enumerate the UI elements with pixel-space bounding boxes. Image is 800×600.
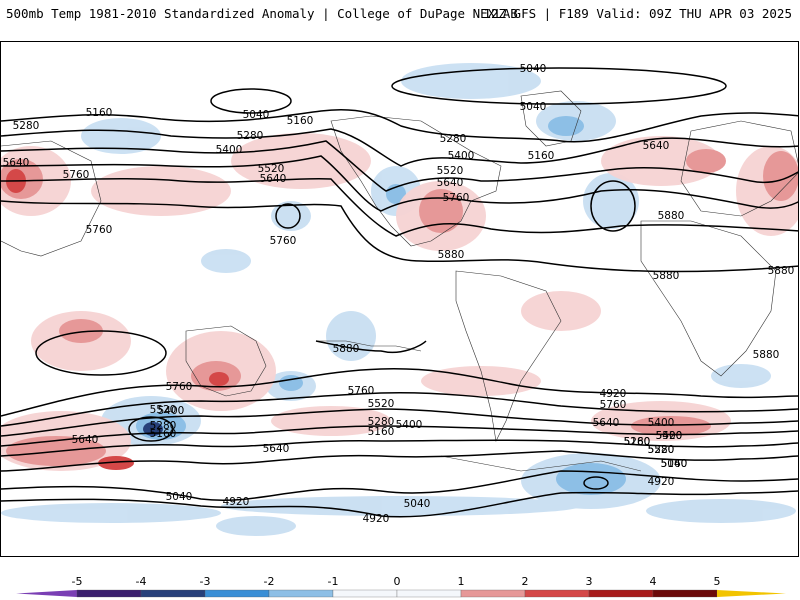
legend-high-arrow — [717, 590, 786, 597]
contour-label: 4920 — [648, 476, 675, 488]
contour-label: 5520 — [656, 430, 683, 442]
contour-label: 5160 — [150, 428, 177, 440]
color-legend: -5 -4 -3 -2 -1 0 1 2 3 4 5 — [16, 575, 786, 598]
contour-label: 5040 — [404, 498, 431, 510]
contour-label: 5400 — [656, 430, 683, 442]
contour-label: 5640 — [3, 157, 30, 169]
contour-label: 5760 — [348, 385, 375, 397]
contour-label: 5880 — [768, 265, 795, 277]
contour-label: 5760 — [600, 399, 627, 411]
legend-bin — [76, 589, 142, 598]
legend-tick-label: 2 — [522, 575, 529, 588]
contour-label: 4920 — [223, 496, 250, 508]
contour-label: 5400 — [448, 150, 475, 162]
contour-label: 5520 — [150, 404, 177, 416]
contour-label: 5640 — [643, 140, 670, 152]
contour-label: 5880 — [653, 270, 680, 282]
legend-bin — [332, 589, 398, 598]
contour-label: 5160 — [368, 426, 395, 438]
legend-bin — [140, 589, 206, 598]
legend-low-arrow — [16, 590, 77, 597]
contour-label: 5760 — [166, 381, 193, 393]
contour-label: 5160 — [287, 115, 314, 127]
contour-label: 5280 — [648, 444, 675, 456]
contour-label: 5160 — [86, 107, 113, 119]
legend-tick-label: 1 — [458, 575, 465, 588]
contour-label: 5760 — [86, 224, 113, 236]
legend-tick-label: -3 — [200, 575, 211, 588]
legend-bin — [652, 589, 718, 598]
contour-label: 5160 — [661, 458, 688, 470]
legend-tick-label: 3 — [586, 575, 593, 588]
legend-bin — [524, 589, 590, 598]
contour-label: 5640 — [593, 417, 620, 429]
contour-label: 5160 — [528, 150, 555, 162]
contour-label: 5400 — [396, 419, 423, 431]
contour-label: 5880 — [658, 210, 685, 222]
legend-tick-label: -2 — [264, 575, 275, 588]
contour-label: 5760 — [443, 192, 470, 204]
legend-tick-label: -1 — [328, 575, 339, 588]
contour-label: 5400 — [158, 405, 185, 417]
model-run-info: 12Z GFS | F189 Valid: 09Z THU APR 03 202… — [483, 6, 792, 21]
contour-label: 5160 — [624, 436, 651, 448]
contour-label: 5760 — [270, 235, 297, 247]
contour-label: 5040 — [520, 101, 547, 113]
legend-tick-label: -5 — [72, 575, 83, 588]
contour-label: 4920 — [363, 513, 390, 525]
contour-label: 5280 — [237, 130, 264, 142]
legend-tick-label: 0 — [394, 575, 401, 588]
contour-label: 5280 — [368, 416, 395, 428]
legend-tick-label: 5 — [714, 575, 721, 588]
contour-label: 4920 — [600, 388, 627, 400]
contour-label: 5520 — [437, 165, 464, 177]
legend-bin — [396, 589, 462, 598]
contour-label: 5400 — [216, 144, 243, 156]
contour-label: 5280 — [13, 120, 40, 132]
legend-color-bar — [16, 589, 786, 598]
contour-label: 5040 — [166, 491, 193, 503]
legend-tick-label: 4 — [650, 575, 657, 588]
legend-tick-label: -4 — [136, 575, 147, 588]
contour-label: 5520 — [368, 398, 395, 410]
contour-label: 5280 — [150, 420, 177, 432]
legend-labels: -5 -4 -3 -2 -1 0 1 2 3 4 5 — [72, 575, 721, 588]
contour-label: 5040 — [520, 63, 547, 75]
contour-label: 5280 — [624, 436, 651, 448]
contour-label: 5280 — [440, 133, 467, 145]
height-contours — [1, 67, 798, 518]
legend-bin — [460, 589, 526, 598]
anomaly-map: 5040 5040 5040 5160 5160 5160 5280 5280 5280 5400… — [0, 41, 799, 557]
legend-bin — [204, 589, 270, 598]
contour-label: 5880 — [438, 249, 465, 261]
contour-label: 5640 — [72, 434, 99, 446]
contour-label: 5640 — [260, 173, 287, 185]
contour-label: 5520 — [648, 444, 675, 456]
contour-label: 5880 — [753, 349, 780, 361]
contour-label: 5640 — [437, 177, 464, 189]
legend-bin — [268, 589, 334, 598]
contour-label: 5040 — [243, 109, 270, 121]
contour-label: 5760 — [63, 169, 90, 181]
map-title: 500mb Temp 1981-2010 Standardized Anomal… — [6, 6, 518, 21]
contour-label: 5880 — [333, 343, 360, 355]
contour-label: 5640 — [263, 443, 290, 455]
contour-label: 5400 — [648, 417, 675, 429]
legend-bin — [588, 589, 654, 598]
contour-label: 5040 — [661, 458, 688, 470]
contour-label: 5520 — [258, 163, 285, 175]
